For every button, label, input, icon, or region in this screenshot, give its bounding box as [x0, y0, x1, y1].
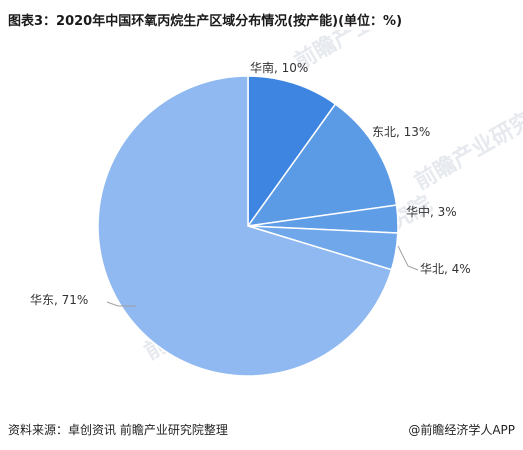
- brand-credit: @前瞻经济学人APP: [408, 423, 515, 437]
- leader-line-4: [106, 301, 136, 307]
- source-note: 资料来源：卓创资讯 前瞻产业研究院整理: [8, 423, 228, 437]
- slice-label-0: 华南, 10%: [250, 60, 308, 75]
- slice-label-4: 华东, 71%: [30, 293, 88, 307]
- pie-slices: [97, 75, 399, 377]
- leader-line-3: [397, 245, 419, 271]
- slice-label-2: 华中, 3%: [406, 204, 457, 219]
- watermark-text: 前瞻产业研究院: [290, 30, 436, 75]
- chart-title: 图表3：2020年中国环氧丙烷生产区域分布情况(按产能)(单位：%): [8, 14, 403, 29]
- pie-slice-4: [97, 75, 393, 377]
- watermark-text: 前瞻产业研究院: [410, 96, 523, 196]
- slice-label-3: 华北, 4%: [420, 262, 471, 276]
- leader-lines: [106, 245, 419, 307]
- slice-labels: 华南, 10% 东北, 13% 华中, 3% 华北, 4% 华东, 71%: [30, 60, 471, 307]
- slice-label-1: 东北, 13%: [372, 125, 430, 139]
- pie-chart-svg: 前瞻产业研究院前瞻产业研究院前瞻产业研究院前瞻产业研究院前瞻产业研究院 华南, …: [30, 0, 523, 377]
- pie-slice-1: [246, 103, 398, 227]
- pie-chart: 前瞻产业研究院前瞻产业研究院前瞻产业研究院前瞻产业研究院前瞻产业研究院 华南, …: [0, 0, 523, 410]
- pie-slice-0: [247, 75, 337, 229]
